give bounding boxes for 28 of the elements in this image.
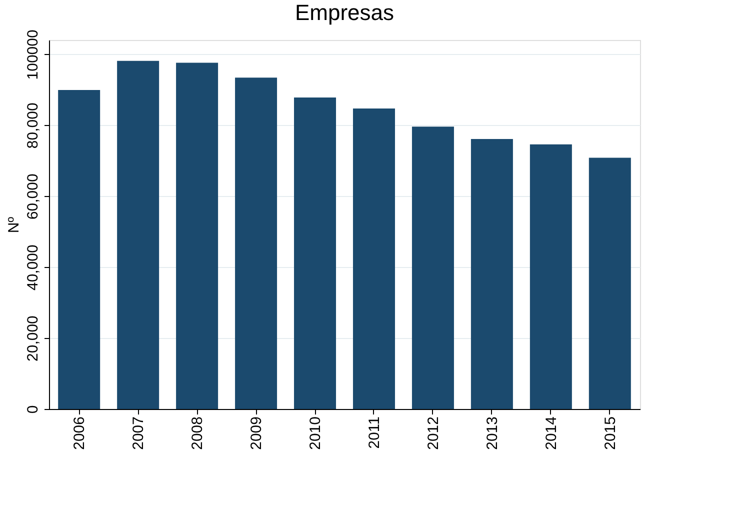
y-tick-label: 100000 — [24, 30, 42, 80]
bar — [412, 126, 454, 409]
x-tick-label: 2007 — [130, 416, 148, 450]
x-tick-label: 2013 — [484, 416, 501, 450]
bar — [352, 108, 395, 409]
x-tick-label: 2011 — [366, 416, 383, 449]
y-axis-title: Nº — [6, 216, 22, 234]
bar — [58, 90, 100, 409]
y-tick-label: 20,000 — [24, 316, 42, 362]
x-tick-label: 2012 — [424, 416, 442, 450]
y-tick-label: 40,000 — [24, 244, 42, 291]
x-tick-label: 2010 — [307, 416, 324, 450]
bar — [176, 62, 218, 409]
bar — [588, 158, 631, 409]
bar — [235, 78, 278, 409]
bar — [294, 97, 336, 409]
x-tick-label: 2014 — [542, 416, 560, 450]
x-tick-label: 2008 — [189, 416, 206, 450]
x-tick-label: 2006 — [71, 416, 88, 450]
y-tick-label: 0 — [24, 405, 42, 414]
bar — [470, 138, 513, 409]
chart-title: Empresas — [294, 0, 394, 26]
bar — [530, 144, 572, 409]
x-tick-label: 2009 — [248, 416, 266, 450]
y-tick-label: 60,000 — [24, 174, 42, 220]
x-tick-label: 2015 — [602, 416, 619, 450]
bar — [117, 60, 160, 409]
y-tick-label: 80,000 — [24, 102, 42, 149]
